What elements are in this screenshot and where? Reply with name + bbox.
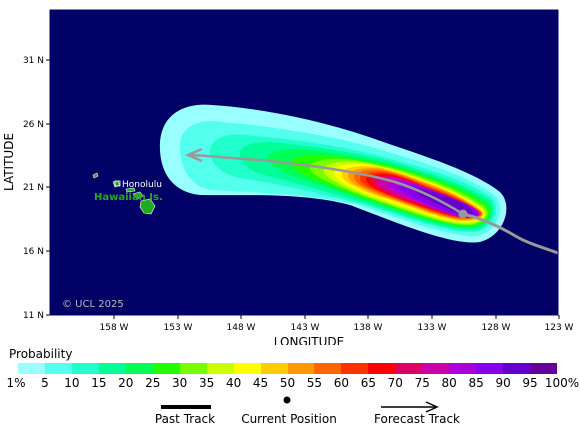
legend-label: 55 bbox=[306, 376, 323, 390]
legend-swatch bbox=[233, 363, 261, 374]
lon-tick-label: 123 W bbox=[545, 323, 574, 333]
island-maui bbox=[132, 191, 144, 200]
legend-swatch bbox=[314, 363, 342, 374]
forecast-track bbox=[184, 147, 559, 255]
lon-tick-label: 128 W bbox=[482, 323, 511, 333]
island-kauai bbox=[92, 172, 99, 179]
past-track-line bbox=[462, 212, 559, 255]
legend-label: 85 bbox=[468, 376, 484, 390]
lat-tick-label: 26 N bbox=[23, 120, 44, 130]
legend-label: 45 bbox=[252, 376, 269, 390]
legend-label: 35 bbox=[199, 376, 215, 390]
past-track-label: Past Track bbox=[154, 412, 216, 426]
legend-swatch bbox=[18, 363, 45, 374]
legend-label: 60 bbox=[333, 376, 350, 390]
legend-swatch bbox=[530, 363, 558, 374]
past-track-symbol bbox=[161, 405, 211, 409]
latitude-axis: 31 N 26 N 21 N 16 N 11 N bbox=[23, 56, 50, 321]
legend-label: 80 bbox=[441, 376, 457, 390]
legend-label: 65 bbox=[360, 376, 376, 390]
honolulu-marker bbox=[114, 180, 121, 187]
legend-labels: 1% 5 10 15 20 25 30 35 40 45 50 55 60 65 70 75 80 85 90 95 1… bbox=[0, 376, 580, 392]
legend-swatch bbox=[206, 363, 234, 374]
forecast-track-label: Forecast Track bbox=[374, 412, 460, 426]
legend-label: 95 bbox=[522, 376, 538, 390]
island-hawaii bbox=[139, 198, 156, 215]
lon-tick-label: 138 W bbox=[354, 323, 383, 333]
longitude-axis: 158 W 153 W 148 W 143 W 138 W 133 W 128 … bbox=[100, 315, 574, 333]
x-axis-title: LONGITUDE bbox=[274, 335, 344, 345]
legend-label: 20 bbox=[118, 376, 134, 390]
probability-map: Honolulu Hawaiian Is. © UCL 2025 158 W 1… bbox=[2, 9, 574, 345]
hawaiian-islands-label: Hawaiian Is. bbox=[94, 192, 163, 203]
legend-label: 50 bbox=[279, 376, 296, 390]
legend-swatch bbox=[395, 363, 423, 374]
legend-label: 15 bbox=[91, 376, 107, 390]
lon-tick-label: 158 W bbox=[100, 323, 129, 333]
legend-swatch bbox=[287, 363, 315, 374]
legend-swatch bbox=[368, 363, 396, 374]
island-molokai bbox=[125, 187, 136, 193]
legend-label: 70 bbox=[387, 376, 403, 390]
legend-swatch bbox=[44, 363, 72, 374]
legend-swatch bbox=[125, 363, 153, 374]
lat-tick-label: 31 N bbox=[23, 56, 44, 66]
legend-label: 25 bbox=[145, 376, 161, 390]
legend-swatch bbox=[476, 363, 504, 374]
legend-swatch bbox=[503, 363, 531, 374]
lon-tick-label: 153 W bbox=[164, 323, 193, 333]
forecast-track-arrowhead bbox=[184, 147, 203, 163]
hawaiian-islands bbox=[92, 172, 156, 215]
legend-color-bar bbox=[18, 363, 558, 374]
legend-swatch bbox=[260, 363, 288, 374]
legend-label: 100% bbox=[544, 376, 580, 390]
current-position-symbol bbox=[283, 396, 291, 404]
current-position-label: Current Position bbox=[241, 412, 337, 426]
lat-tick-label: 11 N bbox=[23, 311, 44, 321]
legend-title: Probability bbox=[9, 347, 73, 361]
legend-label: 75 bbox=[414, 376, 430, 390]
legend-swatch bbox=[179, 363, 207, 374]
copyright-text: © UCL 2025 bbox=[62, 299, 124, 310]
legend-label: 1% bbox=[6, 376, 26, 390]
legend-swatch bbox=[449, 363, 477, 374]
lon-tick-label: 148 W bbox=[227, 323, 256, 333]
honolulu-label: Honolulu bbox=[122, 180, 162, 190]
current-position-marker bbox=[458, 209, 468, 219]
y-axis-title: LATITUDE bbox=[2, 133, 16, 191]
legend-swatch bbox=[341, 363, 369, 374]
legend-label: 90 bbox=[495, 376, 511, 390]
legend-label: 5 bbox=[41, 376, 49, 390]
legend-swatch bbox=[422, 363, 450, 374]
legend-label: 10 bbox=[64, 376, 80, 390]
legend-swatch bbox=[71, 363, 99, 374]
lon-tick-label: 143 W bbox=[291, 323, 320, 333]
plot-frame bbox=[49, 9, 559, 316]
lat-tick-label: 16 N bbox=[23, 247, 44, 257]
legend-swatch bbox=[152, 363, 180, 374]
probability-legend: Probability 1% 5 10 15 20 25 30 35 40 45 50 55 60 65 7… bbox=[0, 345, 580, 435]
legend-swatch bbox=[98, 363, 126, 374]
legend-label: 40 bbox=[225, 376, 242, 390]
lat-tick-label: 21 N bbox=[23, 183, 44, 193]
forecast-track-line bbox=[191, 153, 464, 216]
forecast-track-symbol bbox=[381, 401, 439, 413]
legend-label: 30 bbox=[172, 376, 188, 390]
lon-tick-label: 133 W bbox=[418, 323, 447, 333]
